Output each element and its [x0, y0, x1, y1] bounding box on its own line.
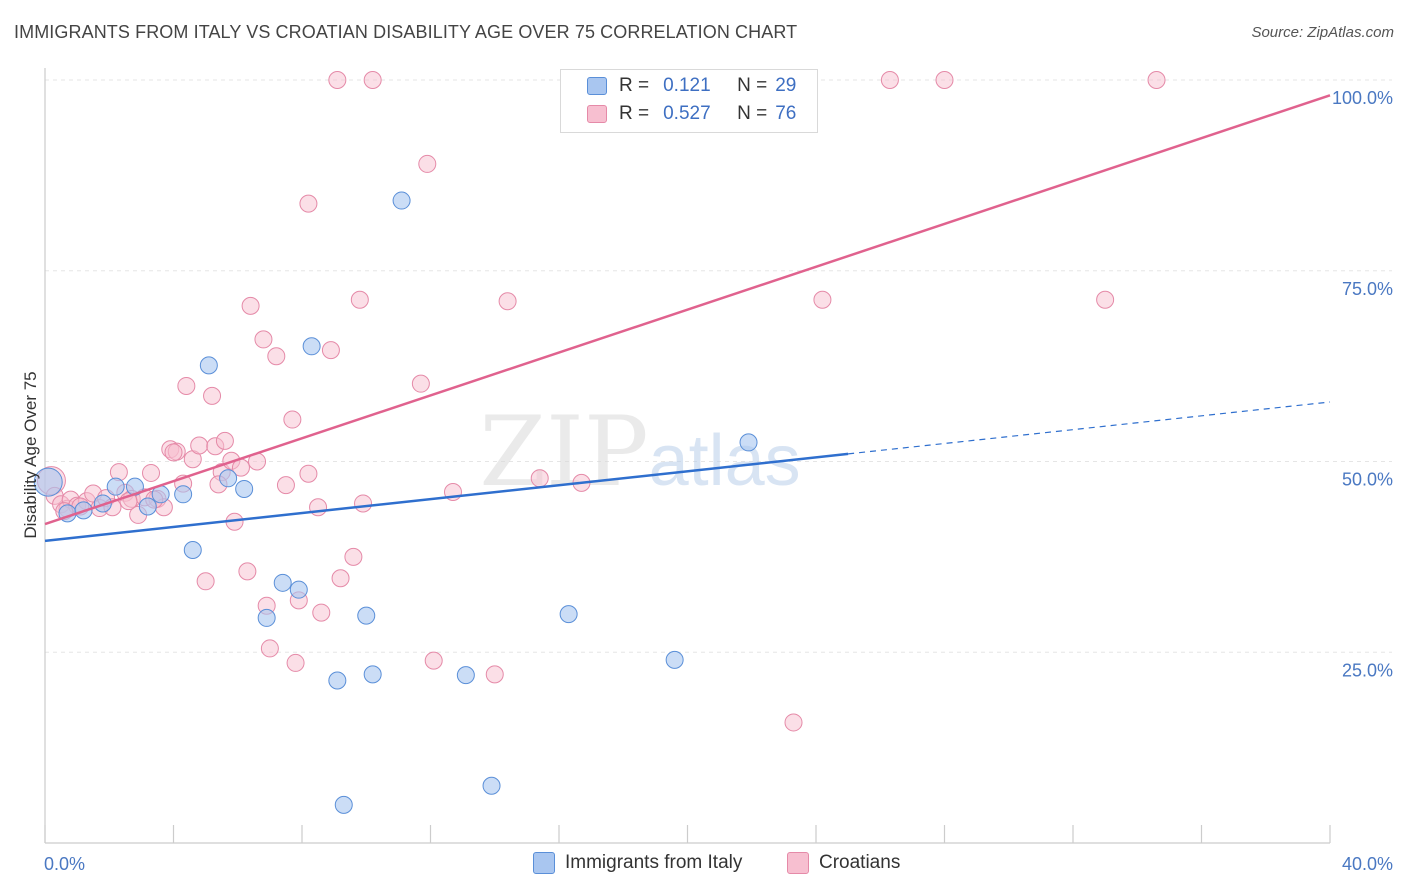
croatians-point	[164, 443, 183, 462]
croatians-point	[1096, 290, 1115, 309]
croatians-point	[299, 464, 318, 483]
croatians-swatch	[587, 105, 607, 123]
r-value: 0.121	[663, 75, 711, 96]
italy-point	[357, 606, 376, 625]
r-label: R =	[619, 75, 650, 96]
legend-item-croatians: Croatians	[787, 852, 900, 874]
croatians-point	[344, 547, 363, 566]
italy-swatch	[587, 77, 607, 95]
croatians-point	[177, 376, 196, 395]
legend-row-italy: R = 0.121 N = 29	[587, 72, 796, 100]
italy-point	[665, 650, 684, 669]
croatians-point	[238, 562, 257, 581]
y-tick-label: 100.0%	[1332, 88, 1393, 108]
croatians-point	[418, 154, 437, 173]
italy-point	[106, 477, 125, 496]
croatians-point	[267, 347, 286, 366]
croatians-point	[935, 71, 954, 89]
legend-label: Croatians	[819, 852, 901, 873]
y-tick-label: 25.0%	[1342, 660, 1393, 680]
croatians-point	[530, 469, 549, 488]
trend-lines	[44, 94, 1331, 543]
croatians-point	[331, 569, 350, 588]
italy-point	[302, 337, 321, 356]
croatians-point	[299, 194, 318, 213]
croatians-point	[321, 341, 340, 360]
italy-point	[456, 666, 475, 685]
italy-point	[328, 671, 347, 690]
croatians-point	[203, 386, 222, 405]
n-value: 76	[775, 103, 797, 124]
italy-trend-line	[44, 452, 849, 543]
italy-point	[235, 479, 254, 498]
legend-row-croatians: R = 0.527 N = 76	[587, 100, 796, 128]
italy-point	[559, 605, 578, 624]
legend-label: Immigrants from Italy	[565, 852, 743, 873]
croatians-point	[254, 330, 273, 349]
italy-point	[138, 497, 157, 516]
croatians-point	[813, 290, 832, 309]
y-tick-label: 75.0%	[1342, 279, 1393, 299]
croatians-point	[215, 431, 234, 450]
croatians-point	[241, 296, 260, 315]
croatians-point	[312, 603, 331, 622]
croatians-point	[142, 463, 161, 482]
croatians-trend-line	[44, 94, 1331, 526]
croatians-point	[354, 494, 373, 513]
italy-swatch	[533, 852, 555, 874]
x-tick-label: 0.0%	[44, 854, 85, 874]
croatians-swatch	[787, 852, 809, 874]
chart-title: IMMIGRANTS FROM ITALY VS CROATIAN DISABI…	[14, 22, 798, 42]
n-label: N =	[737, 75, 768, 96]
croatians-point	[196, 572, 215, 591]
croatians-point	[350, 290, 369, 309]
r-value: 0.527	[663, 103, 711, 124]
italy-point	[392, 191, 411, 210]
croatians-point	[363, 71, 382, 89]
italy-point	[33, 467, 63, 497]
croatians-point	[485, 665, 504, 684]
croatians-point	[190, 436, 209, 455]
correlation-legend: R = 0.121 N = 29 R = 0.527 N = 76	[560, 69, 818, 133]
croatians-point	[260, 639, 279, 658]
croatians-point	[411, 374, 430, 393]
italy-trend-extension	[848, 401, 1331, 455]
croatians-point	[283, 410, 302, 429]
italy-point	[219, 469, 238, 488]
croatians-point	[309, 498, 328, 517]
croatians-points	[36, 71, 1166, 732]
croatians-point	[1147, 71, 1166, 89]
y-tick-label: 50.0%	[1342, 470, 1393, 490]
croatians-point	[276, 476, 295, 495]
axes	[44, 68, 1331, 844]
italy-point	[739, 433, 758, 452]
legend-item-italy: Immigrants from Italy	[533, 852, 742, 874]
r-label: R =	[619, 103, 650, 124]
croatians-point	[498, 292, 517, 311]
italy-point	[363, 665, 382, 684]
watermark: ZIPatlas	[479, 396, 800, 508]
tick-labels: 25.0% 50.0% 75.0% 100.0% 0.0% 40.0%	[44, 88, 1393, 874]
italy-point	[273, 573, 292, 592]
italy-point	[183, 541, 202, 560]
x-tick-label: 40.0%	[1342, 854, 1393, 874]
n-label: N =	[737, 103, 768, 124]
italy-point	[289, 580, 308, 599]
croatians-point	[880, 71, 899, 89]
n-value: 29	[775, 75, 797, 96]
y-axis-label: Disability Age Over 75	[21, 371, 40, 538]
italy-point	[334, 795, 353, 814]
source-credit: Source: ZipAtlas.com	[1251, 24, 1394, 41]
italy-point	[199, 356, 218, 375]
italy-point	[482, 776, 501, 795]
italy-point	[257, 608, 276, 627]
italy-point	[174, 485, 193, 504]
croatians-point	[328, 71, 347, 89]
croatians-point	[784, 713, 803, 732]
croatians-point	[286, 653, 305, 672]
croatians-point	[424, 651, 443, 670]
italy-points	[33, 71, 758, 814]
